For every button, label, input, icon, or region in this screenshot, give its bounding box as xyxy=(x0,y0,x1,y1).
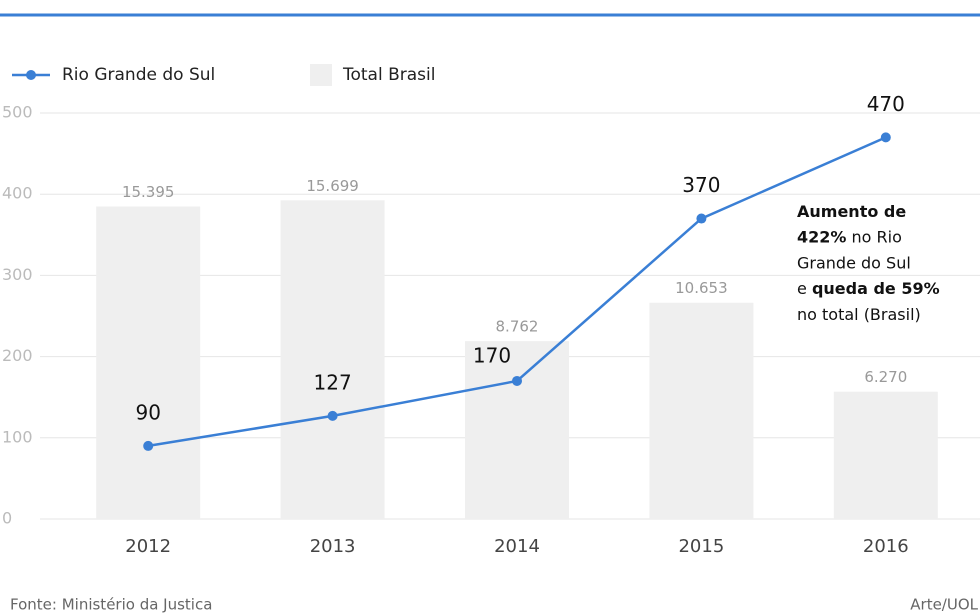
bar-value-label: 8.762 xyxy=(496,318,539,336)
bar-value-label: 15.395 xyxy=(122,183,175,201)
line-value-label: 127 xyxy=(314,370,352,394)
x-tick-label: 2015 xyxy=(678,536,724,557)
y-tick-label: 0 xyxy=(2,509,12,528)
x-tick-label: 2014 xyxy=(494,536,540,557)
bar xyxy=(833,391,938,519)
annotation-line: 422% no Rio xyxy=(797,227,902,246)
line-value-label: 90 xyxy=(135,400,160,424)
bar xyxy=(280,200,385,519)
line-marker xyxy=(512,375,522,386)
line-marker xyxy=(327,410,338,421)
annotation-text: 422% xyxy=(797,227,846,246)
annotation-text: e xyxy=(797,279,812,298)
source: Fonte: Ministério da Justica xyxy=(10,596,212,614)
y-tick-label: 100 xyxy=(2,427,33,446)
bar-value-label: 6.270 xyxy=(864,368,907,386)
annotation-line: Aumento de xyxy=(797,202,906,221)
x-tick-label: 2012 xyxy=(125,536,171,557)
legend-marker xyxy=(26,70,36,80)
annotation-text: no Rio xyxy=(846,227,901,246)
y-tick-label: 200 xyxy=(2,346,33,365)
line-value-label: 170 xyxy=(473,343,511,367)
line-value-label: 470 xyxy=(867,92,905,116)
line-marker xyxy=(696,213,707,224)
annotation-line: e queda de 59% xyxy=(797,279,940,298)
annotation-text: Aumento de xyxy=(797,202,906,221)
bar xyxy=(465,341,569,519)
credit: Arte/UOL xyxy=(910,596,978,614)
annotation-text: Grande do Sul xyxy=(797,253,911,272)
bar-value-label: 15.699 xyxy=(306,177,359,195)
y-tick-label: 300 xyxy=(2,265,33,284)
line-value-label: 370 xyxy=(682,173,720,197)
y-tick-label: 400 xyxy=(2,184,33,203)
x-tick-label: 2013 xyxy=(310,536,356,557)
x-tick-label: 2016 xyxy=(863,536,909,557)
legend-label: Rio Grande do Sul xyxy=(62,65,215,85)
annotation-line: no total (Brasil) xyxy=(797,304,921,323)
line-marker xyxy=(143,440,154,451)
y-tick-label: 500 xyxy=(2,103,33,122)
bar xyxy=(649,302,754,519)
bar-value-label: 10.653 xyxy=(675,279,728,297)
legend-swatch xyxy=(310,64,332,86)
annotation-text: no total (Brasil) xyxy=(797,304,921,323)
line-marker xyxy=(880,132,891,143)
bar xyxy=(96,206,201,519)
legend-label: Total Brasil xyxy=(342,65,435,85)
annotation-text: queda de 59% xyxy=(812,279,940,298)
annotation-line: Grande do Sul xyxy=(797,253,911,272)
